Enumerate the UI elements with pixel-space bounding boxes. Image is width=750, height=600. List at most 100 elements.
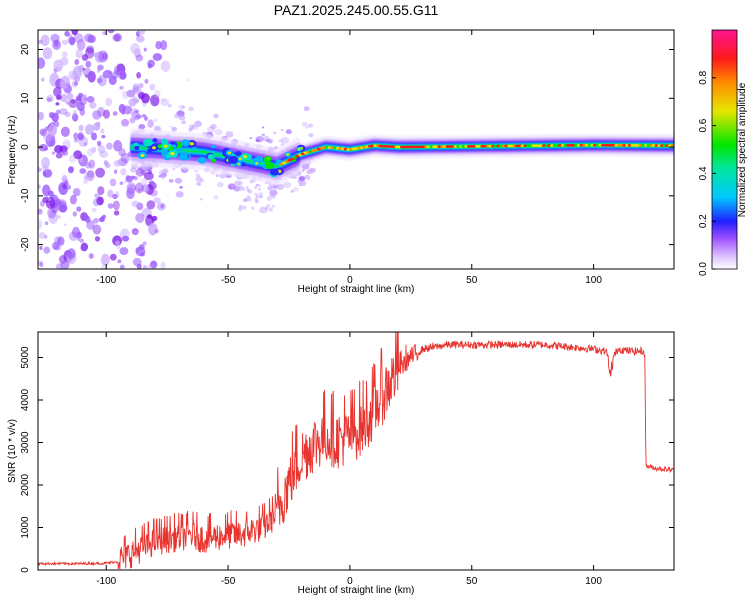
spectrum-noise-blob (74, 59, 79, 65)
spectrum-noise-blob (135, 182, 144, 194)
spectrum-noise-blob (68, 99, 78, 109)
spectrum-noise-blob (82, 68, 86, 71)
spectrum-haze-blob (294, 177, 298, 180)
spectrum-noise-blob (68, 36, 76, 46)
spectrum-noise-blob (149, 83, 156, 91)
spectrum-haze-blob (301, 169, 305, 172)
spectrum-haze-blob (178, 104, 186, 111)
spectrum-noise-blob (46, 97, 53, 103)
spectrum-noise-blob (123, 179, 128, 184)
spectrum-noise-blob (45, 133, 56, 147)
spectrum-tail-dot (266, 204, 270, 208)
spectrum-ridge-blob (191, 146, 197, 151)
spectrum-noise-blob (73, 109, 77, 114)
spectrum-noise-blob (94, 193, 100, 199)
spectrum-noise-blob (109, 253, 117, 261)
spectrum-noise-blob (65, 100, 69, 105)
colorbar-tick-label: 0.4 (698, 166, 709, 180)
spectrum-ridge-blob (152, 138, 158, 143)
spectrum-noise-blob (133, 48, 142, 59)
snr-y-axis-label: SNR (10 * v/v) (7, 419, 18, 483)
spectrum-noise-blob (132, 83, 140, 93)
spectrum-haze-blob (233, 181, 241, 188)
spectrum-noise-blob (38, 111, 44, 121)
spectrum-haze-blob (167, 104, 172, 108)
spectrum-haze-blob (131, 108, 137, 112)
spectrum-noise-blob (96, 77, 103, 84)
spectrum-tail-dot (264, 206, 269, 211)
spectrum-haze-blob (199, 178, 205, 183)
spectrum-haze-blob (299, 180, 307, 187)
spectrum-noise-blob (102, 52, 108, 60)
spectrum-ridge-blob (230, 163, 235, 167)
y-tick-label: -20 (20, 237, 31, 252)
spectrum-tail-dot (238, 206, 243, 212)
spectrum-noise-blob (97, 64, 104, 71)
y-tick-label: 4000 (20, 388, 31, 411)
spectrum-haze-blob (307, 123, 314, 128)
spectrum-noise-blob (146, 200, 156, 210)
spectrum-noise-blob (125, 174, 130, 180)
spectrum-noise-blob (92, 122, 101, 131)
spectrum-noise-blob (119, 264, 125, 269)
spectrum-haze-blob (228, 186, 233, 189)
spectrum-haze-blob (219, 173, 226, 179)
spectrum-noise-blob (55, 152, 63, 159)
spectrum-noise-blob (160, 261, 166, 269)
spectrum-tail-dot (271, 204, 275, 208)
spectrum-haze-blob (194, 169, 198, 173)
spectrum-ridge-blob (207, 154, 215, 160)
spectrum-noise-blob (121, 90, 129, 100)
spectrum-haze-blob (195, 176, 203, 182)
spectrum-haze-blob (196, 182, 202, 186)
spectrum-haze-blob (280, 128, 284, 132)
x-tick-label: 100 (585, 576, 602, 587)
spectrum-noise-blob (79, 108, 86, 116)
spectrum-noise-blob (57, 236, 65, 246)
spectrogram-y-axis-label: Frequency (Hz) (7, 116, 18, 185)
x-tick-label: -50 (221, 275, 236, 286)
spectrum-tail-dot (245, 186, 249, 190)
spectrum-noise-blob (61, 39, 69, 45)
spectrum-haze-blob (233, 186, 241, 192)
spectrum-haze-blob (188, 127, 193, 132)
spectrum-haze-blob (258, 191, 264, 196)
spectrum-noise-blob (68, 154, 77, 163)
y-tick-label: 20 (20, 44, 31, 56)
spectrum-tail-dot (242, 205, 247, 210)
spectrum-noise-blob (117, 259, 122, 264)
spectrum-haze-blob (261, 126, 265, 129)
spectrum-haze-blob (188, 124, 195, 130)
y-tick-label: 2000 (20, 473, 31, 496)
spectrum-noise-blob (65, 182, 69, 186)
spectrum-noise-blob (60, 93, 68, 103)
spectrum-noise-blob (154, 229, 159, 234)
spectrum-haze-blob (276, 183, 285, 191)
spectrum-noise-blob (60, 56, 69, 66)
y-tick-label: 3000 (20, 431, 31, 454)
spectrum-haze-blob (162, 168, 169, 174)
spectrum-noise-blob (79, 238, 85, 243)
spectrum-tail-dot (259, 194, 263, 199)
spectrum-noise-blob (160, 204, 165, 209)
spectrum-haze-blob (255, 135, 264, 143)
spectrum-haze-blob (131, 110, 140, 118)
spectrum-noise-blob (126, 182, 137, 195)
spectrum-noise-blob (38, 167, 42, 173)
spectrum-ridge-core (243, 155, 248, 159)
spectrum-noise-blob (119, 86, 123, 90)
spectrum-noise-blob (77, 41, 84, 47)
spectrum-noise-blob (38, 219, 43, 230)
y-tick-label: -10 (20, 188, 31, 203)
spectrum-noise-blob (91, 207, 97, 212)
spectrum-tail-dot (253, 185, 258, 189)
spectrum-noise-blob (67, 184, 72, 190)
spectrum-haze-blob (130, 167, 137, 173)
spectrum-noise-blob (48, 210, 59, 224)
spectrum-noise-blob (129, 116, 136, 124)
spectrum-noise-blob (137, 172, 143, 178)
spectrum-noise-blob (94, 236, 101, 242)
spectrum-tail-dot (254, 199, 258, 203)
spectrum-noise-blob (51, 112, 59, 123)
spectrum-noise-blob (91, 146, 97, 153)
